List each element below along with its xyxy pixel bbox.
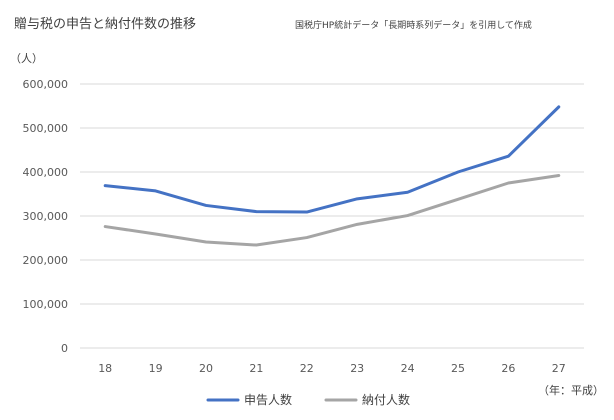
x-tick-label: 25 — [451, 362, 465, 375]
y-axis-unit: （人） — [10, 52, 43, 65]
x-tick-label: 24 — [401, 362, 415, 375]
source-note: 国税庁HP統計データ「長期時系列データ」を引用して作成 — [295, 19, 532, 31]
x-axis-ticks: 18 19 20 21 22 23 24 25 26 27 — [98, 362, 566, 375]
legend: 申告人数 納付人数 — [206, 392, 410, 407]
x-tick-label: 18 — [98, 362, 112, 375]
x-tick-label: 26 — [501, 362, 515, 375]
x-tick-label: 23 — [350, 362, 364, 375]
y-tick-label: 300,000 — [23, 210, 69, 223]
x-tick-label: 27 — [552, 362, 566, 375]
legend-label: 納付人数 — [362, 392, 410, 407]
y-tick-label: 100,000 — [23, 298, 69, 311]
series-lines — [103, 105, 561, 247]
x-tick-label: 20 — [199, 362, 213, 375]
legend-label: 申告人数 — [244, 392, 292, 407]
y-tick-label: 500,000 — [23, 122, 69, 135]
x-axis-unit: （年：平成） — [538, 383, 604, 397]
y-axis-ticks: 0 100,000 200,000 300,000 400,000 500,000 600,… — [23, 78, 69, 355]
chart-title: 贈与税の申告と納付件数の推移 — [14, 16, 196, 32]
y-tick-label: 0 — [61, 342, 68, 355]
series-line-2 — [103, 174, 561, 247]
x-tick-label: 19 — [149, 362, 163, 375]
x-tick-label: 21 — [249, 362, 263, 375]
series-line-1 — [103, 105, 561, 214]
gridlines — [80, 83, 584, 349]
y-tick-label: 400,000 — [23, 166, 69, 179]
y-tick-label: 200,000 — [23, 254, 69, 267]
y-tick-label: 600,000 — [23, 78, 69, 91]
x-tick-label: 22 — [300, 362, 314, 375]
